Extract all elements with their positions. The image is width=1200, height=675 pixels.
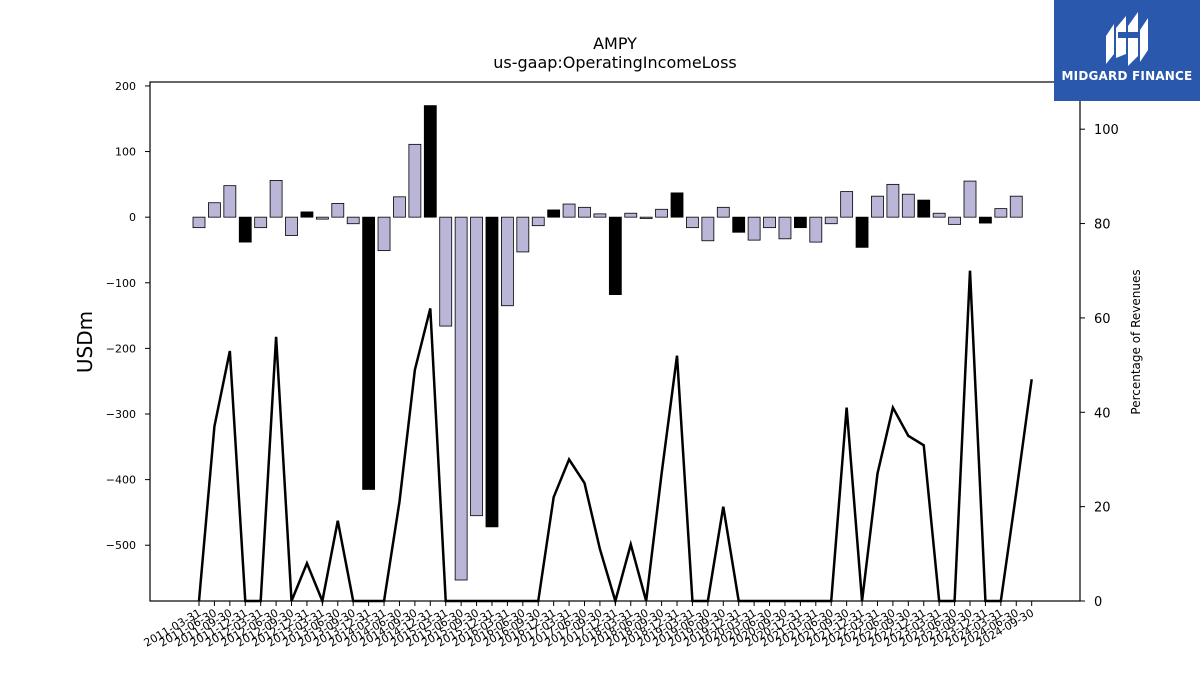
y-axis-label: USDm (73, 311, 97, 373)
bar (454, 216, 468, 581)
chart-subtitle: us-gaap:OperatingIncomeLoss (493, 53, 737, 72)
bar (901, 193, 915, 218)
bar (315, 216, 329, 220)
y2-tick-label: 0 (1094, 595, 1102, 610)
midgard-logo-icon (1106, 12, 1148, 66)
y2-axis-label: Percentage of Revenues (1129, 269, 1143, 414)
bar (701, 216, 715, 242)
bar (917, 199, 931, 218)
y-tick-label: 100 (115, 146, 136, 159)
bar (608, 216, 622, 295)
bar (655, 208, 668, 218)
bar (362, 216, 376, 490)
bar (285, 216, 298, 236)
bar (300, 211, 314, 218)
bar (793, 216, 807, 229)
y2-tick-label: 40 (1094, 406, 1111, 421)
bar (670, 192, 684, 218)
bar (192, 216, 206, 229)
y-tick-label: −100 (106, 277, 136, 290)
bar (1009, 195, 1023, 218)
y2-tick-label: 60 (1094, 312, 1111, 327)
bar (238, 216, 252, 243)
bar (470, 216, 483, 517)
plot-frame (149, 81, 1081, 602)
y2-tick-label: 80 (1094, 218, 1111, 233)
bar (331, 202, 345, 218)
bar (393, 196, 406, 218)
bar (439, 216, 453, 327)
bar (732, 216, 746, 233)
bar (223, 185, 237, 218)
bar (840, 191, 854, 218)
bar (871, 195, 884, 218)
y-tick-label: −300 (106, 408, 136, 421)
bar (531, 216, 545, 227)
bar (963, 180, 977, 218)
bar (562, 203, 576, 218)
y-tick-label: −200 (106, 342, 136, 355)
bar (500, 216, 514, 307)
pct-of-revenues-line (197, 270, 1033, 606)
bar (377, 216, 391, 252)
logo-text: MIDGARD FINANCE (1061, 69, 1193, 83)
bar (778, 216, 792, 240)
bar (578, 206, 591, 218)
y2-tick-label: 20 (1094, 501, 1111, 516)
bar (624, 212, 638, 218)
chart-title: AMPY (593, 34, 637, 53)
bar (346, 216, 360, 225)
y-tick-label: −500 (106, 539, 136, 552)
bar (809, 216, 823, 243)
bar (547, 209, 561, 218)
bar (747, 216, 761, 241)
y-tick-label: 200 (115, 80, 136, 93)
y-tick-label: −400 (106, 474, 136, 487)
bar (716, 206, 730, 218)
bar (948, 216, 961, 225)
bar (516, 216, 530, 253)
bar (686, 216, 699, 229)
y-tick-label: 0 (129, 211, 136, 224)
bar (639, 216, 653, 219)
pct-line-group (197, 270, 1033, 606)
bar (269, 180, 283, 218)
bar (208, 202, 221, 218)
bar (855, 216, 869, 248)
bar (994, 208, 1008, 218)
bar (254, 216, 268, 229)
axes-group: 2001000−100−200−300−400−5000204060801002… (106, 80, 1119, 650)
bar (763, 216, 776, 229)
bar (593, 213, 607, 218)
logo: MIDGARD FINANCE (1054, 0, 1200, 101)
bar (932, 212, 946, 218)
bar (979, 216, 992, 224)
bar (408, 143, 422, 218)
bar (485, 216, 499, 528)
bar (423, 105, 437, 218)
y2-tick-label: 100 (1094, 123, 1119, 138)
bars-group (192, 105, 1023, 581)
bar (824, 216, 838, 225)
bar (886, 183, 900, 218)
